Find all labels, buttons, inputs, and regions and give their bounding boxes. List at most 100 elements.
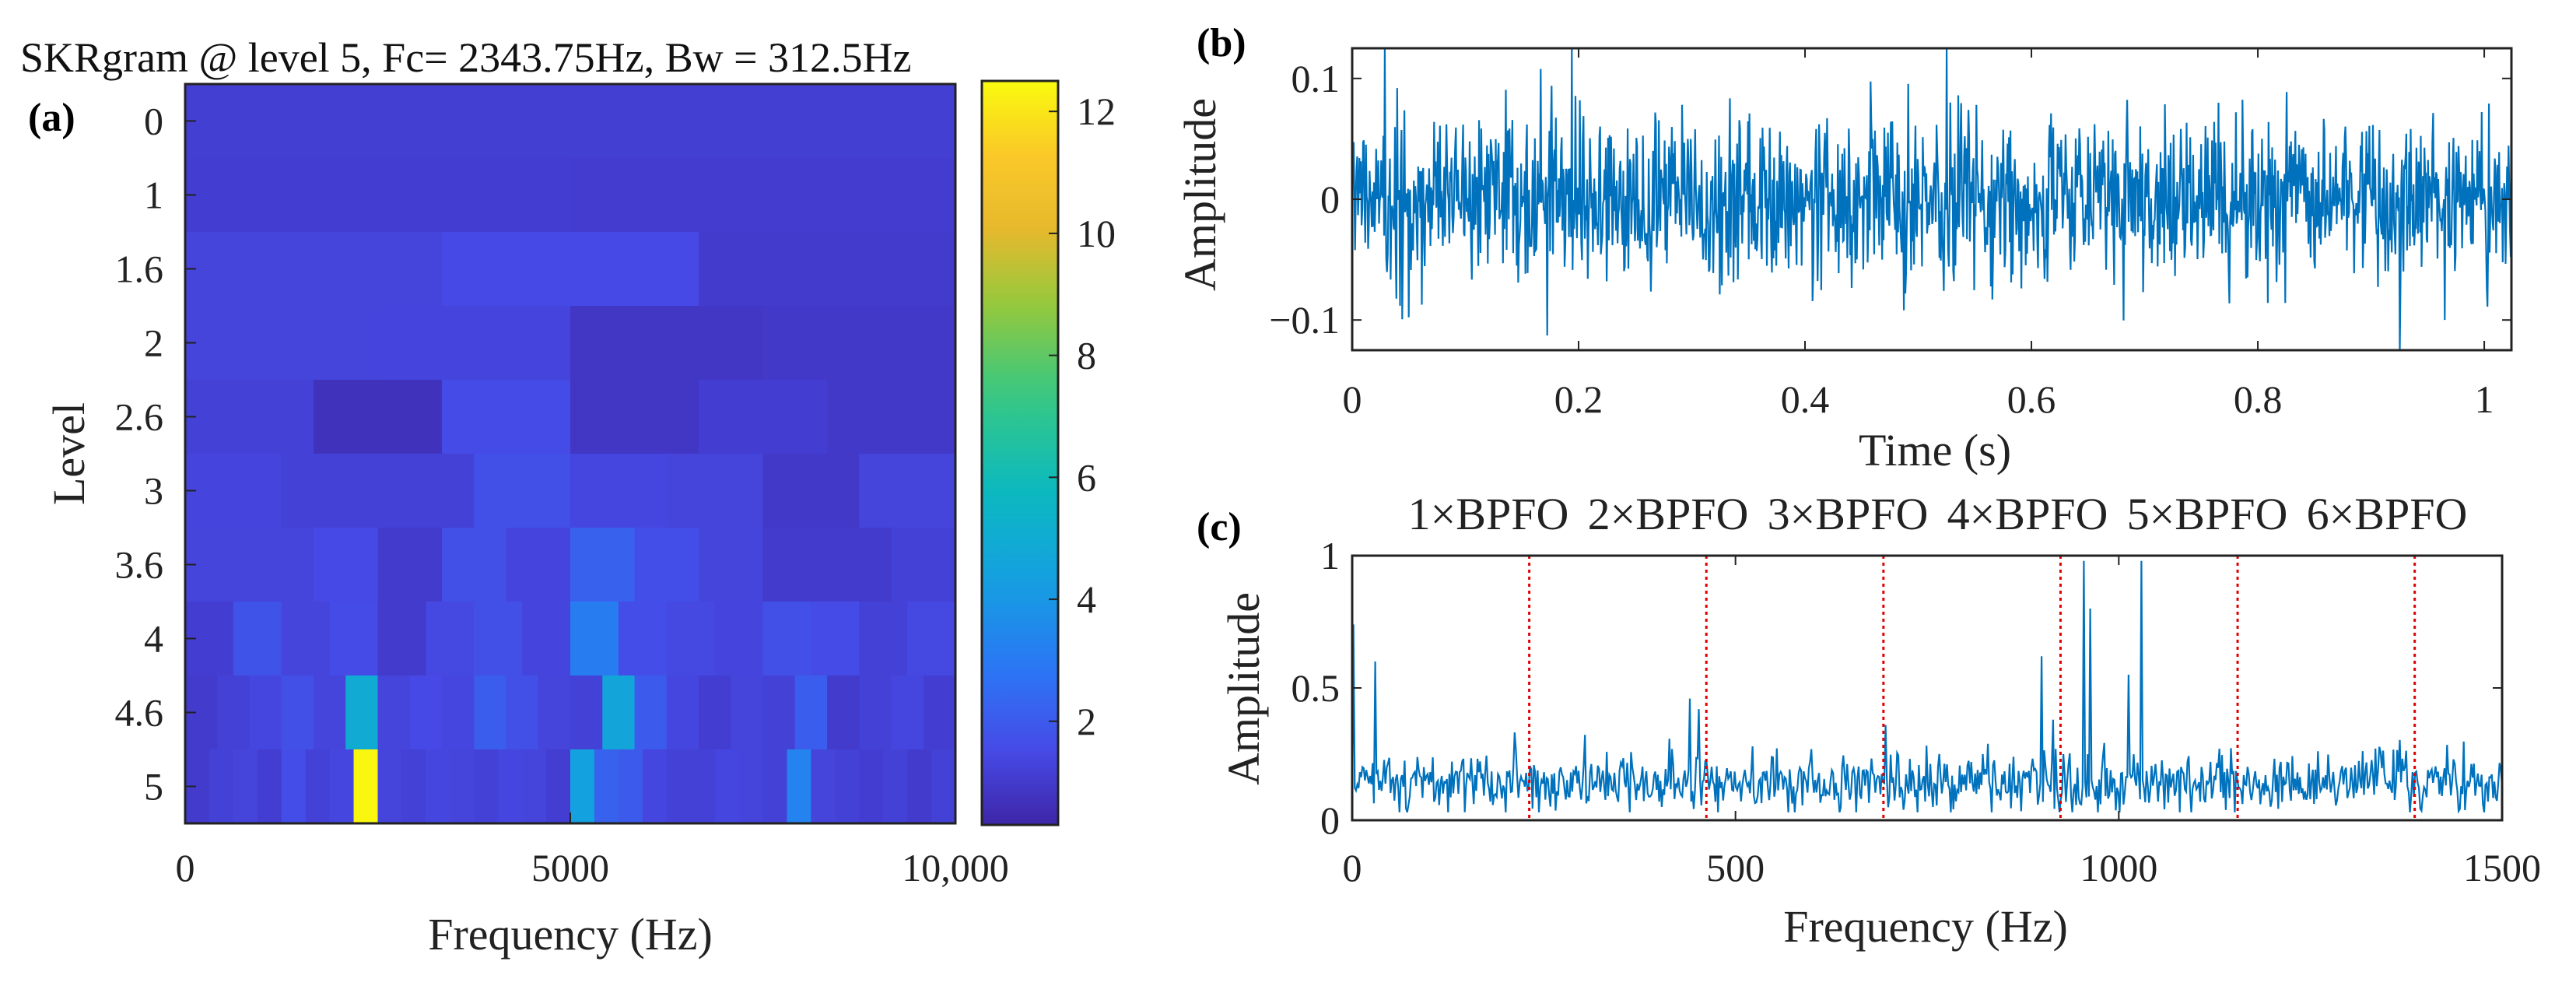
heatmap-cell [426, 602, 475, 676]
panel-a-tag: (a) [28, 96, 75, 140]
heatmap-cell [329, 749, 355, 824]
heatmap-cell [827, 675, 860, 750]
x-tick-label: 0 [1343, 377, 1362, 421]
x-tick-label: 1500 [2463, 846, 2541, 889]
heatmap-cell [377, 454, 475, 528]
heatmap-cell [699, 232, 956, 307]
heatmap-cell [794, 675, 828, 750]
heatmap-cell [931, 749, 956, 824]
heatmap-y-tick-label: 5 [144, 765, 163, 809]
heatmap-cell [185, 454, 282, 528]
heatmap-cell [474, 675, 507, 750]
panel-c-spectrum-line [1351, 560, 2504, 814]
heatmap-cell [594, 749, 619, 824]
heatmap-cell [762, 306, 956, 381]
panel-a: SKRgram @ level 5, Fc= 2343.75Hz, Bw = 3… [20, 34, 1116, 960]
bpfo-harmonic-label: 3×BPFO [1768, 489, 1929, 539]
heatmap-y-tick-label: 0 [144, 100, 163, 143]
heatmap-cell [618, 602, 668, 676]
y-tick-label: 0.1 [1292, 57, 1341, 100]
heatmap-cell [185, 306, 379, 381]
heatmap-cell [827, 528, 892, 602]
heatmap-cell [257, 749, 282, 824]
panel-c-tag: (c) [1197, 505, 1242, 549]
panel-a-title: SKRgram @ level 5, Fc= 2343.75Hz, Bw = 3… [20, 34, 912, 81]
heatmap-cell [714, 749, 740, 824]
heatmap-cell [314, 528, 379, 602]
bpfo-harmonic-label: 1×BPFO [1408, 489, 1569, 539]
heatmap-cell [570, 380, 699, 454]
heatmap-cell [891, 675, 924, 750]
heatmap-cell [474, 454, 571, 528]
heatmap-cell [498, 749, 523, 824]
heatmap-cell [787, 749, 811, 824]
heatmap-cell [377, 749, 403, 824]
heatmap-cell [714, 602, 764, 676]
heatmap-cell [602, 675, 636, 750]
heatmap-cell [923, 675, 956, 750]
heatmap-cell [185, 84, 956, 159]
heatmap-cell [811, 749, 836, 824]
heatmap-y-ticks: 0 1 1.6 2 2.6 3 3.6 4 4.6 5 [115, 100, 196, 809]
heatmap-cell [570, 454, 668, 528]
heatmap-x-tick-label: 10,000 [902, 846, 1009, 889]
heatmap-cell [538, 675, 571, 750]
heatmap-cell [835, 749, 860, 824]
panel-b: (b) Amplitude Time (s) 0 0.2 0.4 0.6 0.8 1 −0.… [1175, 21, 2513, 475]
bpfo-harmonic-label: 5×BPFO [2127, 489, 2288, 539]
x-tick-label: 1000 [2080, 846, 2157, 889]
colorbar-tick-label: 10 [1077, 212, 1116, 255]
panel-b-x-label: Time (s) [1859, 425, 2011, 475]
x-tick-label: 500 [1706, 846, 1765, 889]
heatmap-cell [827, 380, 956, 454]
heatmap-cell [634, 528, 699, 602]
heatmap-cell [450, 749, 475, 824]
bpfo-harmonic-label: 2×BPFO [1588, 489, 1749, 539]
heatmap-cell [570, 158, 956, 233]
panel-b-frame [1351, 47, 2513, 352]
heatmap-cell [506, 675, 539, 750]
heatmap-cell [699, 380, 828, 454]
heatmap-cell [699, 675, 731, 750]
heatmap-cell [811, 602, 860, 676]
heatmap-cell [281, 454, 379, 528]
heatmap-cell [738, 749, 764, 824]
y-tick-label: −0.1 [1269, 298, 1340, 342]
y-tick-label: 0 [1320, 177, 1340, 221]
heatmap-cell [859, 602, 908, 676]
heatmap-cell [690, 749, 716, 824]
heatmap-cell [314, 380, 443, 454]
heatmap-cell [185, 158, 571, 233]
heatmap-cell [634, 675, 668, 750]
heatmap-y-tick-label: 3 [144, 469, 163, 513]
panel-b-tag: (b) [1197, 21, 1246, 65]
heatmap-y-label: Level [44, 402, 94, 505]
heatmap-cell [666, 675, 699, 750]
x-tick-label: 0 [1343, 846, 1362, 889]
heatmap-y-tick-label: 4.6 [115, 691, 164, 735]
y-tick-label: 0 [1320, 798, 1340, 842]
heatmap-cell [666, 749, 692, 824]
heatmap-cell [442, 675, 475, 750]
heatmap-cell [859, 749, 884, 824]
heatmap-cell [249, 675, 282, 750]
colorbar-tick-label: 6 [1077, 455, 1096, 499]
heatmap-cell [281, 602, 331, 676]
panel-b-plot: 0 0.2 0.4 0.6 0.8 1−0.100.1 [1269, 47, 2513, 421]
heatmap-cell [353, 749, 379, 824]
heatmap-cell [907, 602, 956, 676]
panel-c-frame [1351, 554, 2504, 822]
heatmap-cell [426, 749, 450, 824]
heatmap-cell [233, 602, 282, 676]
heatmap-cell [506, 528, 571, 602]
heatmap-y-tick-label: 2.6 [115, 395, 164, 439]
heatmap-cell [546, 749, 571, 824]
heatmap-cell [907, 749, 932, 824]
heatmap-cell [859, 454, 956, 528]
heatmap-cell [883, 749, 908, 824]
panel-c-x-label: Frequency (Hz) [1783, 901, 2068, 952]
heatmap-cell [329, 602, 379, 676]
heatmap-cell [474, 749, 499, 824]
heatmap-y-tick-label: 2 [144, 321, 163, 365]
